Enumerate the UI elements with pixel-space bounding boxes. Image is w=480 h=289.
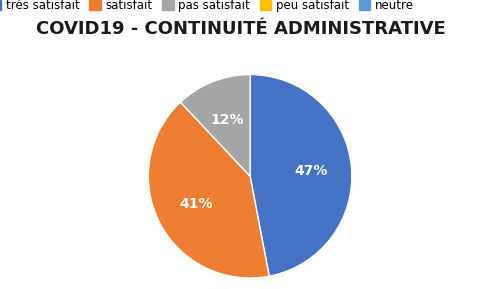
Text: 12%: 12% — [210, 112, 244, 127]
Text: 41%: 41% — [179, 197, 212, 211]
Text: 47%: 47% — [294, 164, 327, 177]
Legend: très satisfait, satisfait, pas satisfait, peu satisfait, neutre: très satisfait, satisfait, pas satisfait… — [0, 0, 413, 12]
Text: COVID19 - CONTINUITÉ ADMINISTRATIVE: COVID19 - CONTINUITÉ ADMINISTRATIVE — [36, 20, 444, 38]
Wedge shape — [148, 102, 269, 278]
Wedge shape — [250, 75, 351, 276]
Wedge shape — [180, 75, 250, 176]
